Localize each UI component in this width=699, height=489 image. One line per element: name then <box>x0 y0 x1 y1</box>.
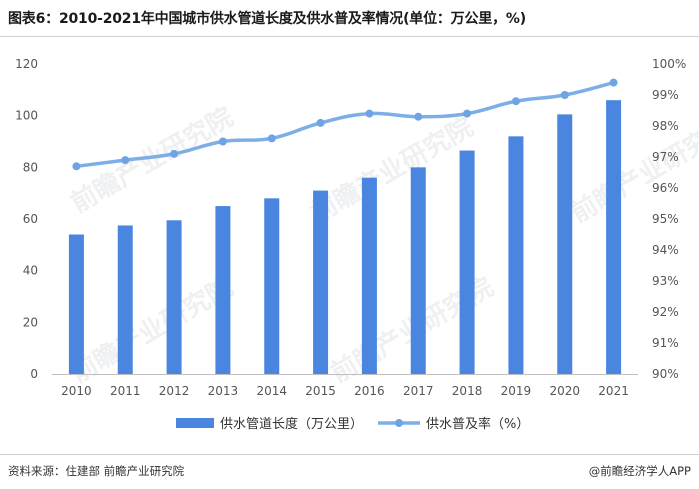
bar <box>215 206 231 374</box>
x-tick-label: 2011 <box>110 384 141 398</box>
title-divider <box>0 36 699 37</box>
x-tick-label: 2012 <box>159 384 190 398</box>
bar <box>410 167 426 374</box>
y-right-tick-label: 93% <box>652 274 679 288</box>
y-left-tick-label: 0 <box>30 367 38 381</box>
legend-line-label: 供水普及率（%） <box>426 416 529 432</box>
brand-label: @前瞻经济学人APP <box>588 464 691 478</box>
bar <box>313 190 329 374</box>
legend-bar-swatch <box>176 418 214 428</box>
y-right-tick-label: 97% <box>652 150 679 164</box>
y-right-tick-label: 99% <box>652 88 679 102</box>
line-point <box>72 162 81 171</box>
footer-divider <box>0 454 699 455</box>
y-left-tick-label: 60 <box>23 212 38 226</box>
y-left-tick-label: 40 <box>23 264 38 278</box>
x-tick-label: 2019 <box>501 384 532 398</box>
line-point <box>365 109 374 118</box>
y-right-tick-label: 95% <box>652 212 679 226</box>
combo-chart: 0 20 40 60 80 100 120 90% 91% 92% 93% 94% 95% 96% 97% 9… <box>15 57 686 432</box>
line-point <box>560 91 569 99</box>
source-note: 资料来源：住建部 前瞻产业研究院 <box>8 464 185 478</box>
bar <box>508 136 524 374</box>
y-right-tick-label: 96% <box>652 181 679 195</box>
y-right-tick-label: 94% <box>652 243 679 257</box>
bar <box>606 100 622 375</box>
x-tick-label: 2018 <box>452 384 483 398</box>
series-line <box>74 80 616 169</box>
bar <box>361 177 377 374</box>
line-point <box>170 149 179 158</box>
y-right-tick-label: 98% <box>652 119 679 133</box>
x-tick-label: 2017 <box>403 384 434 398</box>
bar <box>117 225 133 374</box>
line-point <box>511 97 520 106</box>
x-tick-label: 2014 <box>256 384 287 398</box>
line-point <box>121 156 130 165</box>
x-tick-label: 2010 <box>61 384 92 398</box>
y-left-tick-label: 20 <box>23 315 38 329</box>
y-right-tick-label: 100% <box>652 57 686 71</box>
legend-line-marker <box>395 419 403 427</box>
y-left-tick-label: 100 <box>15 109 38 123</box>
line-point <box>609 78 618 87</box>
line-point <box>316 118 325 127</box>
x-tick-label: 2020 <box>549 384 580 398</box>
y-right-tick-label: 92% <box>652 305 679 319</box>
y-left-tick-label: 80 <box>23 160 38 174</box>
y-right-tick-label: 91% <box>652 336 679 350</box>
bar <box>459 150 475 374</box>
bar <box>166 220 182 374</box>
line-point <box>463 109 472 118</box>
y-left-tick-label: 120 <box>15 57 38 71</box>
y-right-tick-label: 90% <box>652 367 679 381</box>
bar <box>557 114 573 374</box>
line-point <box>218 137 227 146</box>
x-tick-label: 2021 <box>598 384 629 398</box>
line-point <box>414 112 423 121</box>
legend-bar-label: 供水管道长度（万公里） <box>220 416 363 432</box>
bar <box>68 234 84 374</box>
x-tick-label: 2013 <box>208 384 239 398</box>
line-point <box>267 134 276 143</box>
x-tick-label: 2015 <box>305 384 336 398</box>
chart-title: 图表6：2010-2021年中国城市供水管道长度及供水普及率情况(单位：万公里，… <box>8 11 526 27</box>
bar <box>264 198 280 374</box>
x-tick-label: 2016 <box>354 384 385 398</box>
